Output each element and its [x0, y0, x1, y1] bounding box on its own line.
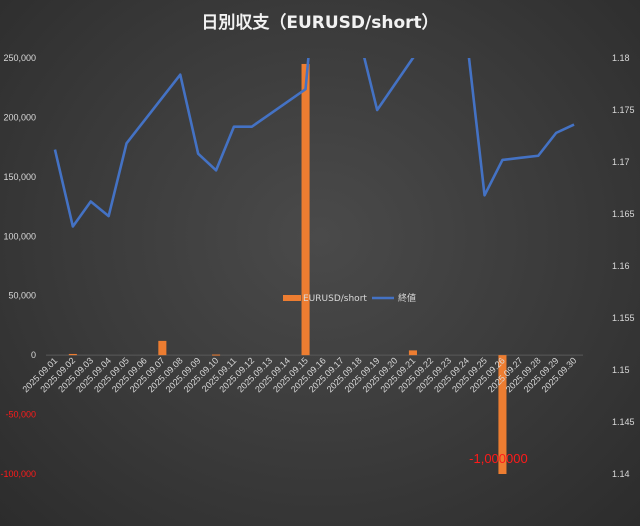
legend-bar-label: EURUSD/short — [303, 294, 367, 304]
right-tick-label: 1.175 — [612, 105, 635, 115]
bar-2025.09.15 — [301, 63, 310, 356]
left-tick-label: 200,000 — [3, 112, 36, 122]
left-axis-ticks: 250,000 200,000 150,000 100,000 50,000 0 -50,0… — [0, 53, 36, 479]
right-tick-label: 1.18 — [612, 53, 630, 63]
right-tick-label: 1.165 — [612, 209, 635, 219]
legend-line-label: 終値 — [398, 292, 416, 304]
bar-2025.09.10 — [212, 354, 221, 356]
legend: EURUSD/short 終値 — [283, 292, 416, 304]
left-tick-label: 250,000 — [3, 53, 36, 63]
right-tick-label: 1.145 — [612, 417, 635, 427]
bar-2025.09.07 — [158, 340, 167, 356]
line-series — [53, 58, 575, 228]
right-tick-label: 1.14 — [612, 469, 630, 479]
left-tick-label: -100,000 — [0, 469, 36, 479]
right-tick-label: 1.155 — [612, 313, 635, 323]
left-tick-label: 150,000 — [3, 172, 36, 182]
chart-title: 日別収支（EURUSD/short） — [201, 13, 439, 33]
legend-bar-swatch — [283, 295, 301, 301]
bar-2025.09.02 — [68, 353, 77, 356]
x-axis-ticks: 2025.09.012025.09.022025.09.032025.09.04… — [20, 355, 578, 394]
bar-2025.09.21 — [408, 350, 417, 356]
bar-value-annotation: -1,000000 — [469, 451, 528, 466]
left-tick-label: -50,000 — [5, 410, 36, 420]
right-tick-label: 1.16 — [612, 261, 630, 271]
bar-2025.09.26 — [498, 355, 507, 474]
right-tick-label: 1.17 — [612, 157, 630, 167]
left-tick-label: 0 — [31, 350, 36, 360]
left-tick-label: 100,000 — [3, 231, 36, 241]
right-tick-label: 1.15 — [612, 365, 630, 375]
annotations: -1,000000 — [469, 451, 528, 466]
close-price-line — [53, 58, 575, 228]
left-tick-label: 50,000 — [8, 291, 36, 301]
right-axis-ticks: 1.18 1.175 1.17 1.165 1.16 1.155 1.15 1.145 1.14 — [612, 53, 635, 479]
bar-series — [68, 63, 507, 474]
